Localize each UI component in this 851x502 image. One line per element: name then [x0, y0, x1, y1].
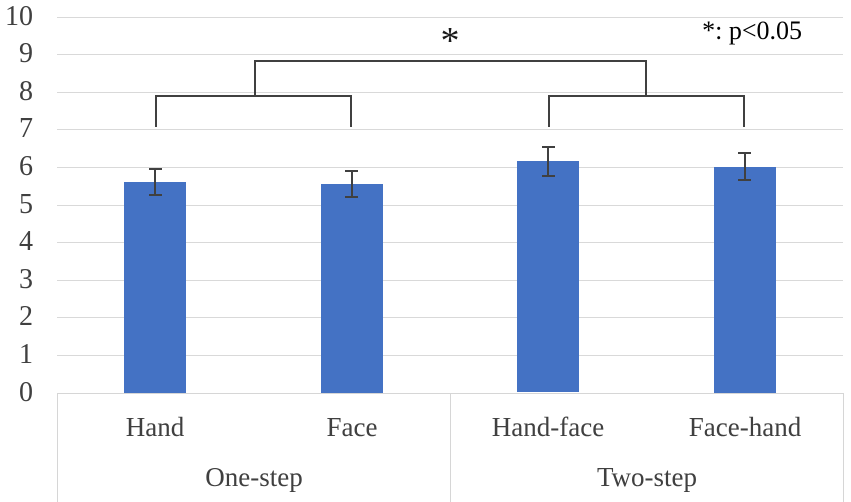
error-bar-stem — [154, 169, 156, 195]
error-bar-stem — [351, 171, 353, 197]
y-tick-label: 0 — [19, 377, 33, 408]
category-label-hand: Hand — [125, 412, 185, 442]
y-tick-label: 4 — [19, 226, 33, 257]
bracket-leg — [743, 95, 745, 127]
bracket-horizontal — [548, 95, 745, 97]
bracket-leg — [548, 95, 550, 127]
category-label-face: Face — [326, 412, 378, 442]
group-label-two-step: Two-step — [596, 462, 698, 492]
error-bar-cap — [542, 146, 555, 148]
axis-box-divider — [57, 393, 58, 502]
significance-star: * — [440, 20, 460, 62]
gridline — [57, 54, 843, 55]
gridline — [57, 167, 843, 168]
y-tick-label: 9 — [19, 38, 33, 69]
bar-face-hand — [714, 167, 776, 393]
gridline — [57, 205, 843, 206]
bracket-leg — [254, 60, 256, 96]
gridline — [57, 280, 843, 281]
y-tick-label: 2 — [19, 301, 33, 332]
category-label-face-hand: Face-hand — [688, 412, 802, 442]
bracket-horizontal — [155, 95, 352, 97]
error-bar-cap — [345, 196, 358, 198]
group-label-one-step: One-step — [205, 462, 303, 492]
bar-face — [321, 184, 383, 393]
error-bar-cap — [542, 175, 555, 177]
gridline — [57, 242, 843, 243]
category-label-hand-face: Hand-face — [491, 412, 605, 442]
error-bar-stem — [744, 153, 746, 180]
axis-box-divider — [450, 393, 451, 502]
y-tick-label: 10 — [5, 1, 33, 32]
y-tick-label: 6 — [19, 151, 33, 182]
bar-hand — [124, 182, 186, 393]
significance-legend: *: p<0.05 — [702, 16, 802, 45]
bracket-horizontal — [254, 60, 647, 62]
bracket-leg — [155, 95, 157, 127]
y-tick-label: 7 — [19, 113, 33, 144]
y-tick-label: 1 — [19, 339, 33, 370]
axis-box-divider — [843, 393, 844, 502]
error-bar-cap — [149, 168, 162, 170]
gridline — [57, 17, 843, 18]
bar-hand-face — [517, 161, 579, 392]
y-tick-label: 3 — [19, 264, 33, 295]
bracket-leg — [350, 95, 352, 127]
error-bar-cap — [738, 179, 751, 181]
gridline — [57, 129, 843, 130]
error-bar-cap — [738, 152, 751, 154]
gridline — [57, 355, 843, 356]
gridline — [57, 92, 843, 93]
error-bar-cap — [345, 170, 358, 172]
y-tick-label: 5 — [19, 189, 33, 220]
gridline — [57, 317, 843, 318]
bracket-leg — [645, 60, 647, 96]
y-tick-label: 8 — [19, 76, 33, 107]
error-bar-cap — [149, 194, 162, 196]
error-bar-stem — [547, 147, 549, 176]
